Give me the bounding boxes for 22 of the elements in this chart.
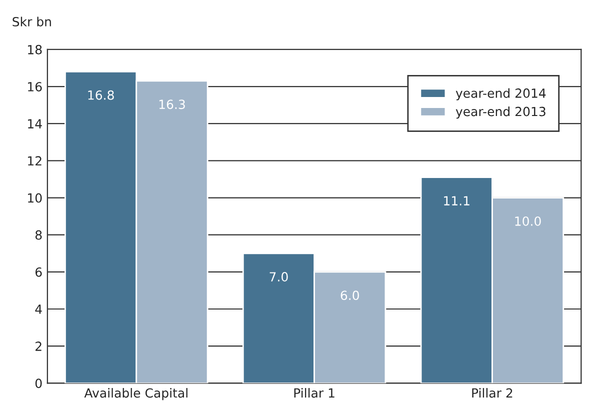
- y-tick-label: 10: [28, 193, 42, 203]
- data-label: 16.3: [159, 100, 185, 110]
- legend-label: year-end 2014: [456, 88, 546, 100]
- y-axis-title: Skr bn: [12, 16, 51, 26]
- y-tick-label: 0: [35, 378, 42, 388]
- data-label: 16.8: [88, 90, 114, 100]
- data-label: 6.0: [340, 290, 359, 300]
- data-label: 10.0: [515, 216, 541, 226]
- y-tick-label: 2: [36, 342, 42, 351]
- x-tick-label: Available Capital: [84, 388, 188, 400]
- y-tick-label: 6: [36, 267, 42, 277]
- y-tick-label: 14: [28, 119, 42, 128]
- x-tick-label: Pillar 1: [294, 388, 334, 398]
- y-tick-label: 16: [28, 82, 42, 92]
- legend-label: year-end 2013: [456, 106, 546, 119]
- y-tick-label: 18: [28, 44, 42, 54]
- x-tick-label: Pillar 2: [472, 388, 512, 398]
- data-label: 11.1: [444, 196, 470, 206]
- y-tick-label: 8: [35, 230, 42, 240]
- data-label: 7.0: [270, 272, 288, 282]
- y-tick-label: 12: [28, 156, 42, 166]
- y-tick-label: 4: [35, 304, 42, 314]
